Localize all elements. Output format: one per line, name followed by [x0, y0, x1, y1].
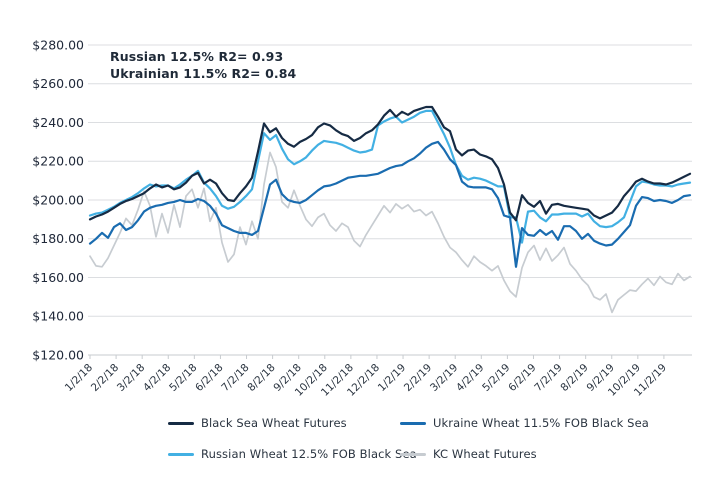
y-axis-label: $120.00 [32, 347, 84, 362]
x-axis-label: 5/2/18 [167, 362, 199, 394]
series-line-ukraine-wheat-11-5-fob-black-sea [88, 140, 692, 268]
x-axis-label: 6/2/18 [193, 362, 225, 394]
x-axis-label: 1/2/19 [376, 362, 408, 394]
legend-swatch-icon [400, 421, 426, 425]
legend-item-russian-wheat-12-5-fob-black-sea: Russian Wheat 12.5% FOB Black Sea [168, 447, 417, 461]
legend-label: Black Sea Wheat Futures [201, 416, 347, 430]
chart-legend: Black Sea Wheat Futures Ukraine Wheat 11.… [168, 416, 649, 461]
legend-swatch-icon [400, 452, 426, 456]
y-axis-label: $240.00 [32, 115, 84, 130]
x-axis-label: 2/2/18 [89, 362, 121, 394]
r2-annotation: Russian 12.5% R2= 0.93 Ukrainian 11.5% R… [110, 48, 296, 82]
x-axis-label: 5/2/19 [480, 362, 512, 394]
y-axis-label: $220.00 [32, 154, 84, 169]
y-axis-label: $200.00 [32, 192, 84, 207]
series-line-kc-wheat-futures [89, 151, 691, 314]
x-axis-label: 1/2/18 [63, 362, 95, 394]
annotation-line-ukrainian: Ukrainian 11.5% R2= 0.84 [110, 66, 297, 81]
x-axis-label: 3/2/19 [428, 362, 460, 394]
x-axis-label: 2/2/19 [402, 362, 434, 394]
legend-swatch-icon [168, 452, 194, 456]
y-axis-label: $140.00 [32, 309, 84, 324]
x-axis-label: 7/2/19 [532, 362, 564, 394]
x-axis-label: 4/2/19 [454, 362, 486, 394]
legend-label: Russian Wheat 12.5% FOB Black Sea [201, 447, 417, 461]
y-axis-label: $280.00 [32, 37, 84, 52]
x-axis-label: 8/2/19 [558, 362, 590, 394]
y-axis-label: $180.00 [32, 231, 84, 246]
x-axis-label: 8/2/18 [245, 362, 277, 394]
legend-item-kc-wheat-futures: KC Wheat Futures [400, 447, 649, 461]
legend-swatch-icon [168, 421, 194, 425]
x-axis-label: 3/2/18 [115, 362, 147, 394]
y-axis-label: $260.00 [32, 76, 84, 91]
x-axis-label: 4/2/18 [141, 362, 173, 394]
x-axis-label: 6/2/19 [506, 362, 538, 394]
x-axis-label: 7/2/18 [219, 362, 251, 394]
legend-label: KC Wheat Futures [433, 447, 537, 461]
legend-item-ukraine-wheat-11-5-fob-black-sea: Ukraine Wheat 11.5% FOB Black Sea [400, 416, 649, 430]
annotation-line-russian: Russian 12.5% R2= 0.93 [110, 49, 284, 64]
y-axis-label: $160.00 [32, 270, 84, 285]
legend-item-black-sea-wheat-futures: Black Sea Wheat Futures [168, 416, 400, 430]
legend-label: Ukraine Wheat 11.5% FOB Black Sea [433, 416, 649, 430]
series-line-black-sea-wheat-futures [88, 105, 692, 222]
